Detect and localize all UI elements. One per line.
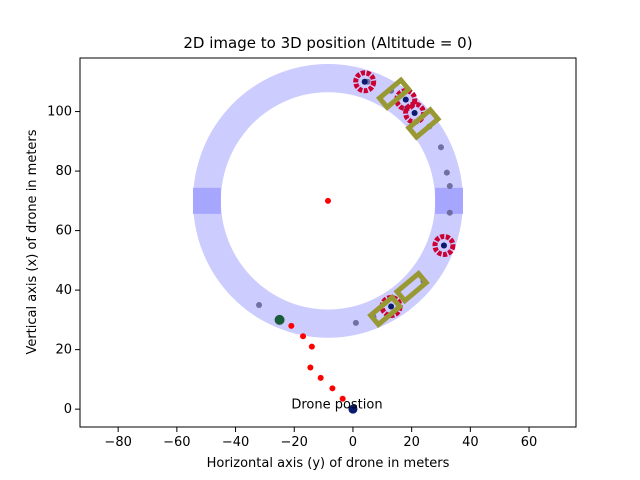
path-point: [288, 322, 295, 329]
detection-box-rect: [405, 106, 442, 141]
path-point: [339, 395, 346, 402]
ring-point: [446, 209, 453, 216]
x-tick-label: −80: [104, 435, 131, 450]
detection-box-rect: [367, 293, 404, 329]
y-axis: 0 20 40 60 80 100: [47, 105, 80, 417]
y-tick-label: 100: [47, 105, 72, 120]
x-tick-label: −60: [163, 435, 190, 450]
x-tick-label: 0: [349, 435, 357, 450]
drone-point: [348, 404, 358, 414]
x-tick-label: 20: [403, 435, 420, 450]
y-tick-label: 80: [55, 164, 72, 179]
detection-center: [361, 78, 368, 85]
path-point: [308, 343, 315, 350]
green-point: [274, 314, 285, 325]
detection-box: [405, 106, 442, 141]
detection-box-rect: [375, 76, 413, 111]
detection-box: [367, 293, 404, 329]
x-tick-label: −20: [281, 435, 308, 450]
detection-center: [411, 110, 418, 117]
x-tick-label: 60: [521, 435, 538, 450]
y-tick-label: 60: [55, 224, 72, 239]
path-point: [325, 197, 331, 204]
ring-point: [446, 182, 453, 189]
path-point: [300, 333, 307, 340]
x-axis: −80 −60 −40 −20 0 20 40 60: [104, 427, 537, 450]
ring-point: [443, 169, 450, 176]
detection-center: [388, 303, 395, 310]
plot-frame: [79, 57, 577, 428]
detection-box: [393, 270, 430, 305]
ring-point: [256, 301, 263, 308]
detection-center: [440, 242, 447, 249]
ring-point: [437, 144, 444, 151]
path-point: [329, 385, 336, 392]
y-tick-label: 0: [64, 402, 72, 417]
detection-ring-marker: [432, 233, 456, 257]
ring-band-left: [192, 187, 221, 214]
plot-area: Drone postion: [192, 63, 464, 414]
x-tick-label: −40: [222, 435, 249, 450]
x-axis-label: Horizontal axis (y) of drone in meters: [207, 456, 450, 471]
y-tick-label: 40: [55, 283, 72, 298]
detection-center: [402, 96, 409, 103]
x-tick-label: 40: [462, 435, 479, 450]
path-point: [307, 364, 314, 371]
detection-ring-marker: [353, 70, 377, 94]
y-axis-label: Vertical axis (x) of drone in meters: [25, 129, 40, 354]
path-point: [317, 374, 324, 381]
detection-box: [375, 76, 413, 111]
detection-box-rect: [393, 270, 430, 305]
drone-position-label: Drone postion: [291, 397, 382, 412]
ring-point: [352, 319, 359, 326]
ring-band-right: [435, 187, 464, 214]
y-tick-label: 20: [55, 343, 72, 358]
chart-title: 2D image to 3D position (Altitude = 0): [183, 34, 472, 52]
